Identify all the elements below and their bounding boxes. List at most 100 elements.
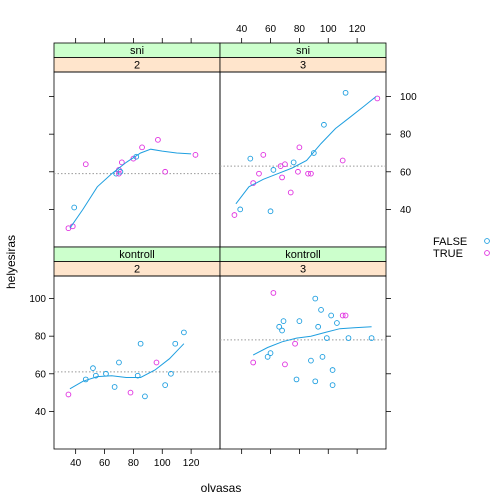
- x-tick-label: 120: [349, 24, 366, 35]
- y-tick-label: 80: [35, 332, 47, 343]
- data-point: [134, 372, 141, 379]
- strip-bottom-label: 2: [134, 264, 140, 276]
- data-point: [319, 354, 326, 360]
- data-point: [137, 340, 144, 347]
- data-point: [315, 323, 322, 330]
- data-point: [267, 208, 274, 215]
- strip-top-label: sni: [130, 45, 144, 57]
- smooth-line: [235, 96, 377, 205]
- data-point: [270, 167, 277, 173]
- data-point: [133, 153, 140, 160]
- panel-kontroll-3: kontroll 3: [219, 246, 387, 450]
- x-tick-label: 60: [99, 458, 111, 469]
- data-point: [305, 170, 311, 177]
- data-point: [267, 350, 274, 356]
- strip-top-label: kontroll: [119, 249, 154, 261]
- data-point: [293, 376, 300, 383]
- data-point: [139, 144, 145, 151]
- data-point: [256, 170, 262, 177]
- y-tick-label: 60: [35, 369, 47, 380]
- data-point: [93, 372, 99, 379]
- data-point: [237, 206, 244, 213]
- x-tick-label: 80: [128, 458, 140, 469]
- panel-frame: [219, 275, 387, 450]
- data-point: [342, 89, 349, 96]
- data-point: [130, 155, 137, 162]
- data-point: [168, 370, 174, 377]
- axes-layer: 40 60 80 100 120 40 60 80 100 120 40 40 60 60 80 80 100 1…: [29, 24, 417, 469]
- smooth-line: [69, 148, 192, 229]
- y-tick-label: 40: [400, 205, 412, 216]
- y-tick-label: 80: [400, 130, 412, 141]
- data-point: [374, 95, 381, 102]
- data-point: [342, 312, 349, 319]
- data-point: [181, 329, 187, 336]
- data-point: [282, 361, 288, 368]
- y-axis-label: helyesiras: [4, 235, 18, 289]
- data-point: [142, 393, 148, 400]
- data-point: [329, 382, 336, 388]
- data-point: [312, 378, 319, 385]
- data-point: [334, 320, 340, 326]
- data-point: [192, 152, 199, 158]
- data-point: [339, 312, 346, 319]
- data-point: [287, 189, 294, 196]
- x-tick-label: 120: [183, 458, 200, 469]
- data-point: [247, 155, 254, 162]
- data-point: [260, 152, 267, 158]
- data-point: [90, 365, 96, 371]
- data-point: [312, 295, 319, 302]
- data-point: [276, 323, 283, 330]
- data-point: [116, 359, 122, 366]
- data-point: [308, 357, 314, 364]
- smooth-line: [69, 343, 185, 390]
- data-point: [296, 318, 303, 324]
- data-point: [162, 168, 168, 175]
- legend-label: TRUE: [433, 248, 463, 260]
- legend-label: FALSE: [433, 236, 467, 248]
- x-axis-label: olvasas: [201, 481, 242, 495]
- legend-marker: [484, 238, 490, 244]
- y-tick-label: 100: [400, 92, 417, 103]
- x-tick-label: 100: [320, 24, 337, 35]
- smooth-line: [252, 326, 372, 356]
- x-tick-label: 40: [70, 458, 82, 469]
- data-point: [71, 204, 78, 211]
- data-point: [318, 306, 324, 313]
- panel-sni-3: sni 3: [219, 42, 387, 248]
- data-point: [345, 335, 352, 341]
- data-point: [308, 170, 314, 177]
- data-point: [172, 340, 179, 347]
- strip-top-label: sni: [296, 45, 310, 57]
- data-point: [296, 144, 303, 151]
- data-point: [292, 340, 298, 347]
- data-point: [329, 367, 336, 373]
- data-point: [279, 327, 285, 334]
- data-point: [280, 318, 287, 324]
- y-tick-label: 100: [29, 294, 46, 305]
- data-point: [368, 335, 375, 341]
- data-point: [250, 359, 257, 366]
- data-point: [295, 168, 301, 175]
- data-point: [279, 174, 285, 181]
- data-point: [117, 168, 124, 175]
- strip-bottom-label: 2: [134, 60, 140, 72]
- strip-top-label: kontroll: [285, 249, 320, 261]
- strip-bottom-label: 3: [300, 60, 306, 72]
- data-point: [264, 354, 271, 360]
- data-point: [155, 136, 161, 143]
- data-point: [339, 157, 346, 164]
- data-point: [328, 312, 334, 319]
- x-tick-label: 40: [236, 24, 248, 35]
- data-point: [162, 382, 168, 388]
- data-point: [111, 384, 118, 390]
- panel-kontroll-2: kontroll 2: [53, 246, 221, 450]
- data-point: [290, 159, 297, 166]
- x-tick-label: 60: [265, 24, 277, 35]
- data-point: [270, 290, 277, 296]
- panel-sni-2: sni 2: [53, 42, 221, 248]
- panels-layer: sni 2 sni 3 kontroll 2 kontroll 3: [53, 42, 387, 450]
- data-point: [282, 161, 288, 168]
- y-tick-label: 40: [35, 407, 47, 418]
